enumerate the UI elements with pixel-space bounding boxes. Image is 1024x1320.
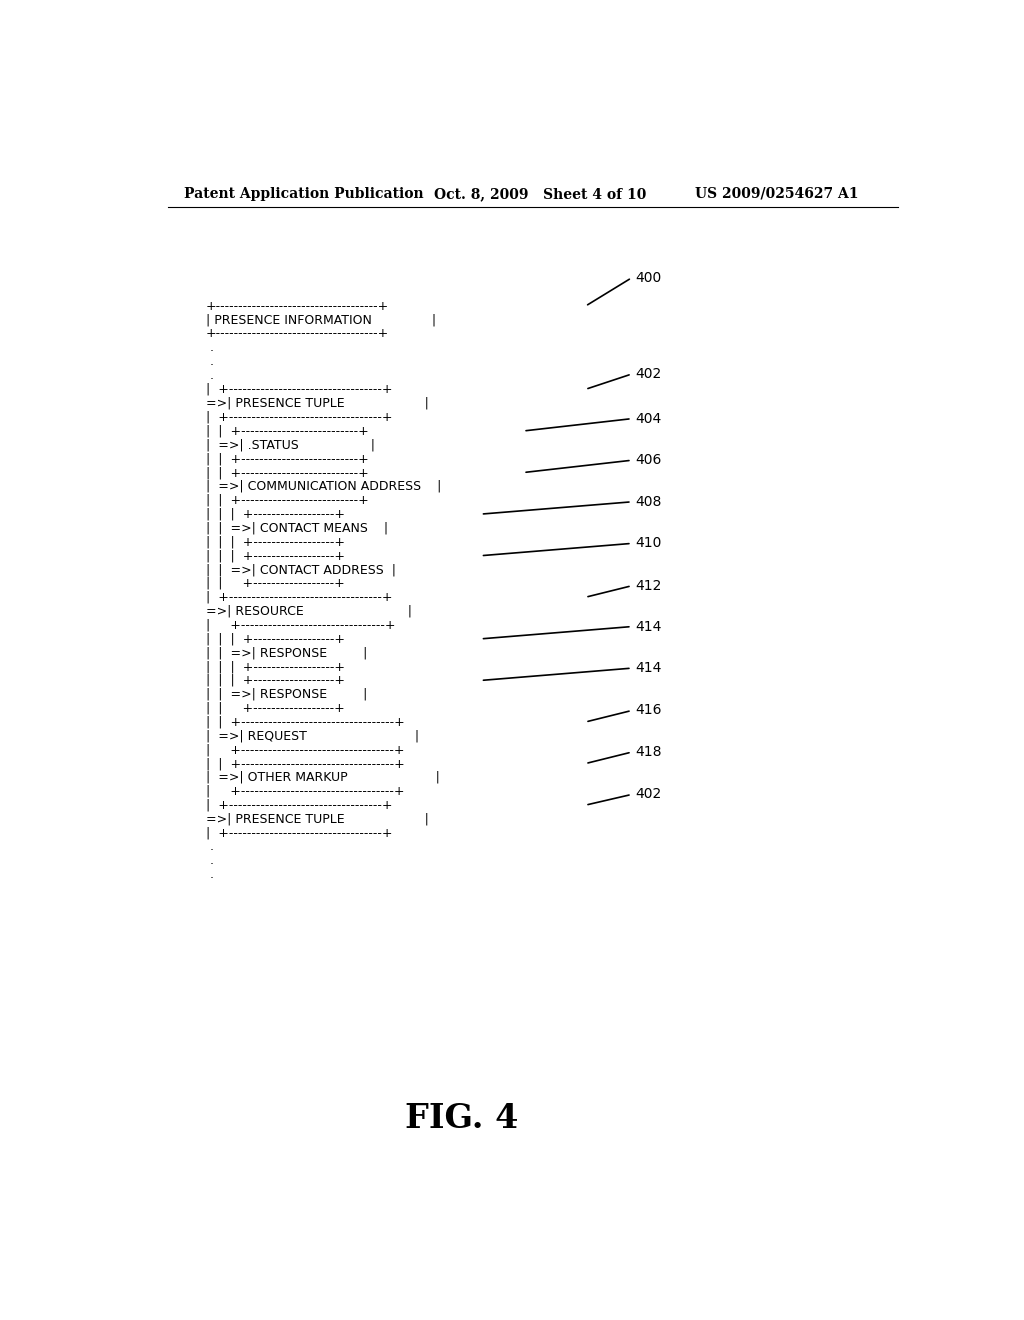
Text: Patent Application Publication: Patent Application Publication: [183, 187, 423, 201]
Text: |  =>| .STATUS                  |: | =>| .STATUS |: [206, 438, 375, 451]
Text: +------------------------------------+: +------------------------------------+: [206, 300, 389, 313]
Text: |  |  +----------------------------------+: | | +----------------------------------+: [206, 758, 404, 770]
Text: | PRESENCE INFORMATION               |: | PRESENCE INFORMATION |: [206, 314, 435, 326]
Text: |  |  =>| RESPONSE         |: | | =>| RESPONSE |: [206, 688, 367, 701]
Text: |  +----------------------------------+: | +----------------------------------+: [206, 799, 392, 812]
Text: |  |  =>| RESPONSE         |: | | =>| RESPONSE |: [206, 647, 367, 659]
Text: 400: 400: [636, 271, 662, 285]
Text: .: .: [209, 854, 213, 867]
Text: =>| PRESENCE TUPLE                    |: =>| PRESENCE TUPLE |: [206, 813, 428, 825]
Text: |  |     +------------------+: | | +------------------+: [206, 702, 344, 714]
Text: |  |     +------------------+: | | +------------------+: [206, 577, 344, 590]
Text: 414: 414: [636, 661, 663, 675]
Text: 408: 408: [636, 495, 663, 508]
Text: 412: 412: [636, 578, 663, 593]
Text: |  |  +----------------------------------+: | | +----------------------------------+: [206, 715, 404, 729]
Text: |  =>| OTHER MARKUP                      |: | =>| OTHER MARKUP |: [206, 771, 439, 784]
Text: .: .: [209, 342, 213, 354]
Text: |  |  |  +------------------+: | | | +------------------+: [206, 549, 344, 562]
Text: |  |  |  +------------------+: | | | +------------------+: [206, 508, 344, 520]
Text: |  |  |  +------------------+: | | | +------------------+: [206, 536, 344, 548]
Text: |  =>| REQUEST                           |: | =>| REQUEST |: [206, 730, 419, 742]
Text: 418: 418: [636, 744, 663, 759]
Text: 414: 414: [636, 619, 663, 634]
Text: |  +----------------------------------+: | +----------------------------------+: [206, 411, 392, 424]
Text: FIG. 4: FIG. 4: [404, 1102, 518, 1135]
Text: |  |  +--------------------------+: | | +--------------------------+: [206, 453, 369, 465]
Text: 402: 402: [636, 367, 662, 381]
Text: 404: 404: [636, 412, 662, 425]
Text: |  |  +--------------------------+: | | +--------------------------+: [206, 425, 369, 437]
Text: |     +--------------------------------+: | +--------------------------------+: [206, 619, 395, 631]
Text: |     +----------------------------------+: | +----------------------------------+: [206, 785, 404, 797]
Text: |  |  +--------------------------+: | | +--------------------------+: [206, 494, 369, 507]
Text: 410: 410: [636, 536, 663, 550]
Text: |  |  =>| CONTACT ADDRESS  |: | | =>| CONTACT ADDRESS |: [206, 564, 395, 576]
Text: |  +----------------------------------+: | +----------------------------------+: [206, 591, 392, 603]
Text: |  |  |  +------------------+: | | | +------------------+: [206, 660, 344, 673]
Text: .: .: [209, 355, 213, 368]
Text: US 2009/0254627 A1: US 2009/0254627 A1: [695, 187, 859, 201]
Text: |  |  |  +------------------+: | | | +------------------+: [206, 632, 344, 645]
Text: 416: 416: [636, 704, 663, 718]
Text: |  |  =>| CONTACT MEANS    |: | | =>| CONTACT MEANS |: [206, 521, 388, 535]
Text: |  =>| COMMUNICATION ADDRESS    |: | =>| COMMUNICATION ADDRESS |: [206, 480, 441, 492]
Text: .: .: [209, 370, 213, 381]
Text: =>| RESOURCE                          |: =>| RESOURCE |: [206, 605, 412, 618]
Text: .: .: [209, 841, 213, 853]
Text: |  |  |  +------------------+: | | | +------------------+: [206, 675, 344, 686]
Text: 402: 402: [636, 788, 662, 801]
Text: +------------------------------------+: +------------------------------------+: [206, 327, 389, 341]
Text: .: .: [209, 869, 213, 880]
Text: =>| PRESENCE TUPLE                    |: =>| PRESENCE TUPLE |: [206, 397, 428, 409]
Text: Oct. 8, 2009   Sheet 4 of 10: Oct. 8, 2009 Sheet 4 of 10: [433, 187, 646, 201]
Text: |  +----------------------------------+: | +----------------------------------+: [206, 383, 392, 396]
Text: |  |  +--------------------------+: | | +--------------------------+: [206, 466, 369, 479]
Text: |     +----------------------------------+: | +----------------------------------+: [206, 743, 404, 756]
Text: |  +----------------------------------+: | +----------------------------------+: [206, 826, 392, 840]
Text: 406: 406: [636, 453, 663, 467]
